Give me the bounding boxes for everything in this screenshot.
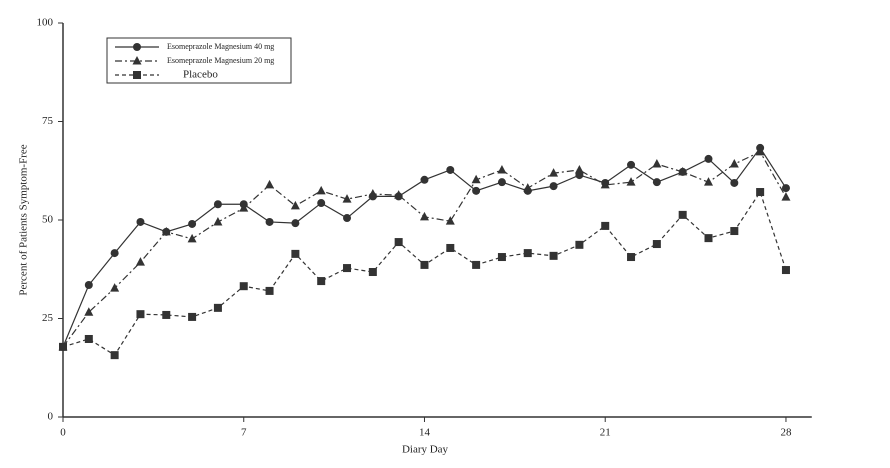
marker — [627, 160, 636, 169]
marker — [419, 211, 429, 221]
marker — [239, 203, 249, 212]
x-tick-label: 7 — [241, 427, 247, 439]
y-tick-label: 25 — [42, 312, 54, 324]
marker — [110, 249, 119, 258]
marker — [730, 178, 739, 187]
marker — [420, 175, 429, 184]
marker — [549, 168, 559, 177]
marker — [781, 192, 791, 201]
marker — [84, 281, 93, 290]
marker — [84, 334, 93, 343]
x-tick-label: 0 — [60, 427, 66, 439]
marker — [781, 266, 790, 275]
marker — [133, 71, 141, 79]
y-tick-label: 0 — [48, 411, 54, 423]
marker — [678, 166, 688, 176]
marker — [678, 210, 687, 219]
marker — [343, 264, 352, 273]
y-axis-label: Percent of Patients Symptom-Free — [18, 144, 30, 295]
marker — [343, 214, 352, 223]
legend-label: Esomeprazole Magnesium 20 mg — [167, 56, 274, 65]
x-tick-label: 14 — [419, 427, 431, 439]
marker — [188, 312, 197, 321]
marker — [265, 179, 275, 189]
marker — [756, 188, 765, 197]
marker — [317, 199, 326, 208]
marker — [136, 217, 145, 226]
marker — [135, 257, 145, 266]
marker — [471, 174, 481, 184]
marker — [213, 200, 222, 209]
marker — [317, 277, 326, 286]
marker — [187, 233, 197, 243]
marker — [704, 177, 713, 186]
marker — [265, 286, 274, 295]
marker — [600, 179, 610, 189]
marker — [523, 249, 532, 258]
marker — [549, 251, 558, 260]
marker — [704, 154, 713, 163]
marker — [110, 283, 120, 292]
marker — [161, 226, 171, 236]
marker — [497, 253, 506, 262]
marker — [446, 243, 455, 252]
marker — [213, 216, 223, 226]
x-tick-label: 28 — [780, 427, 792, 439]
marker — [110, 351, 119, 360]
marker — [626, 177, 636, 186]
marker — [445, 216, 455, 225]
marker — [730, 227, 739, 236]
y-tick-label: 100 — [37, 17, 54, 29]
marker — [368, 268, 377, 277]
marker — [291, 249, 300, 258]
marker — [342, 194, 352, 203]
y-tick-label: 50 — [42, 214, 54, 226]
marker — [446, 165, 455, 174]
marker — [575, 240, 584, 249]
marker — [627, 253, 636, 262]
marker — [213, 303, 222, 312]
marker — [162, 310, 171, 319]
x-tick-label: 21 — [600, 427, 611, 439]
marker — [133, 43, 141, 51]
marker — [291, 219, 300, 228]
marker — [290, 200, 300, 210]
marker — [239, 282, 248, 291]
marker — [652, 178, 661, 187]
legend-label: Esomeprazole Magnesium 40 mg — [167, 42, 274, 51]
marker — [549, 182, 558, 191]
marker — [84, 307, 94, 316]
marker — [136, 310, 145, 319]
marker — [394, 190, 404, 199]
legend: Esomeprazole Magnesium 40 mg Esomeprazole… — [106, 37, 292, 84]
marker — [59, 342, 67, 351]
legend-label: Placebo — [183, 69, 218, 81]
marker — [420, 260, 429, 269]
marker — [265, 217, 274, 226]
marker — [574, 164, 584, 174]
marker — [316, 185, 326, 195]
marker — [472, 260, 481, 269]
marker — [394, 238, 403, 247]
marker — [497, 178, 506, 187]
marker — [188, 219, 197, 228]
marker — [368, 188, 378, 198]
marker — [652, 159, 662, 168]
marker — [497, 164, 507, 174]
marker — [601, 221, 610, 230]
marker — [781, 184, 790, 193]
marker — [472, 186, 481, 195]
y-tick-label: 75 — [42, 115, 54, 127]
marker — [652, 240, 661, 249]
marker — [132, 56, 142, 65]
marker — [755, 146, 765, 156]
marker — [523, 183, 533, 192]
marker — [704, 234, 713, 243]
marker — [729, 159, 739, 168]
x-axis-label: Diary Day — [402, 444, 449, 456]
